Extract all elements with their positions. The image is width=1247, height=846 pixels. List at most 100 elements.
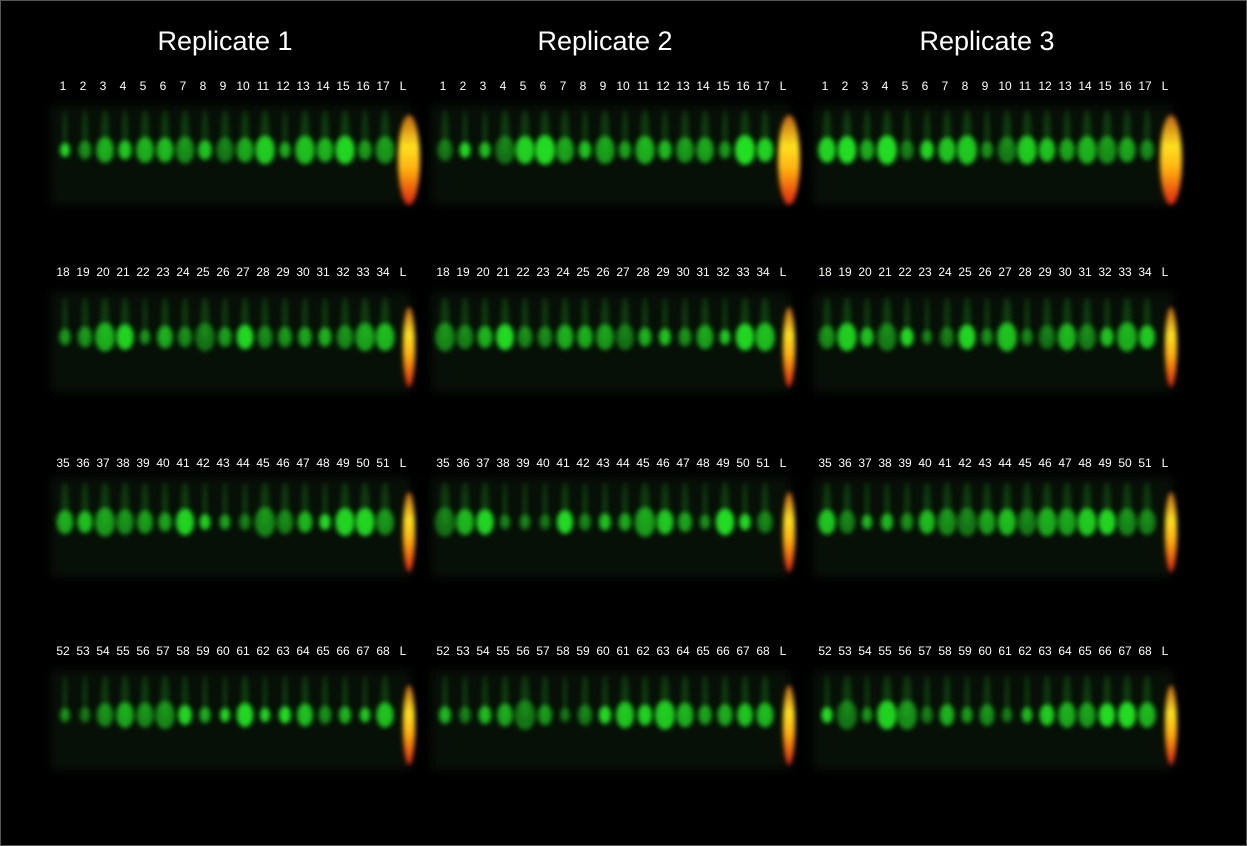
band <box>1117 322 1137 351</box>
lane-label: 57 <box>536 644 550 658</box>
lane-label: 47 <box>296 456 310 470</box>
band <box>900 140 914 160</box>
band <box>78 141 91 160</box>
band <box>155 701 174 729</box>
lane-label: 56 <box>898 644 912 658</box>
lane-label: 32 <box>1098 265 1112 279</box>
lane-label: 41 <box>176 456 190 470</box>
band <box>236 325 253 350</box>
band <box>656 510 673 535</box>
band <box>95 323 115 352</box>
ladder-band <box>403 685 415 765</box>
band <box>1117 508 1136 536</box>
lane-label: 35 <box>818 456 832 470</box>
band <box>540 514 551 530</box>
lane-label: 9 <box>600 79 607 93</box>
lane-label: 22 <box>898 265 912 279</box>
band <box>1002 707 1012 722</box>
lane-label: 49 <box>336 456 350 470</box>
lane-label: 25 <box>958 265 972 279</box>
lane-label: 54 <box>858 644 872 658</box>
lane-label: 40 <box>536 456 550 470</box>
lane-label: 3 <box>862 79 869 93</box>
lane-label: 49 <box>1098 456 1112 470</box>
band <box>938 137 956 162</box>
band <box>755 323 775 351</box>
band <box>736 323 755 350</box>
lane-label: 17 <box>756 79 770 93</box>
lane-label: 37 <box>858 456 872 470</box>
lane-label: 55 <box>116 644 130 658</box>
band <box>579 513 591 530</box>
band <box>236 138 253 163</box>
band <box>1097 136 1116 164</box>
lane-label: 52 <box>56 644 70 658</box>
band <box>297 703 313 726</box>
lane-label: 13 <box>1058 79 1072 93</box>
lane-label: L <box>1162 456 1169 470</box>
band <box>459 707 471 724</box>
lane-label: 45 <box>1018 456 1032 470</box>
band <box>862 514 872 529</box>
lane-label: 27 <box>998 265 1012 279</box>
lane-label: 1 <box>440 79 447 93</box>
band <box>577 325 593 348</box>
lane-label: 48 <box>1078 456 1092 470</box>
band <box>277 510 294 534</box>
band <box>317 138 334 162</box>
lane-label: 48 <box>696 456 710 470</box>
lane-label: 27 <box>236 265 250 279</box>
band <box>599 513 611 530</box>
band <box>319 514 330 530</box>
band <box>737 703 753 726</box>
band <box>998 509 1016 536</box>
band <box>255 507 276 537</box>
band <box>279 706 291 723</box>
band <box>515 136 534 164</box>
lane-label: 53 <box>76 644 90 658</box>
lane-label: 16 <box>356 79 370 93</box>
lane-label: 53 <box>838 644 852 658</box>
lane-label: 13 <box>676 79 690 93</box>
lane-label: 68 <box>1138 644 1152 658</box>
band <box>116 324 134 350</box>
lane-label: 12 <box>276 79 290 93</box>
lane-label: 60 <box>596 644 610 658</box>
lane-label: 24 <box>938 265 952 279</box>
band <box>578 705 592 726</box>
lane-label: 35 <box>436 456 450 470</box>
lane-label: 32 <box>716 265 730 279</box>
band <box>821 707 832 723</box>
lane-label: 21 <box>116 265 130 279</box>
band <box>520 514 531 530</box>
band <box>981 141 993 159</box>
lane-label: 63 <box>1038 644 1052 658</box>
lane-label: 8 <box>580 79 587 93</box>
gel-figure: Replicate 11234567891011121314151617L181… <box>0 0 1247 846</box>
band <box>457 325 474 349</box>
lane-label: 44 <box>236 456 250 470</box>
band <box>538 705 552 726</box>
lane-label: 9 <box>220 79 227 93</box>
lane-label: 38 <box>116 456 130 470</box>
band <box>376 136 395 163</box>
band <box>1039 138 1056 162</box>
lane-label: 15 <box>716 79 730 93</box>
band <box>118 140 131 159</box>
lane-label: L <box>780 644 787 658</box>
lane-label: 41 <box>556 456 570 470</box>
lane-label: 19 <box>456 265 470 279</box>
lane-label: 30 <box>296 265 310 279</box>
band <box>1078 324 1096 350</box>
band <box>376 509 394 535</box>
lane-label: 30 <box>1058 265 1072 279</box>
lane-label: 22 <box>516 265 530 279</box>
lane-label: 1 <box>60 79 67 93</box>
band <box>1022 707 1033 723</box>
replicate-title: Replicate 2 <box>537 26 672 56</box>
band <box>255 136 275 165</box>
lane-label: 36 <box>838 456 852 470</box>
band <box>1138 509 1156 535</box>
band <box>477 326 492 348</box>
band <box>877 701 897 730</box>
